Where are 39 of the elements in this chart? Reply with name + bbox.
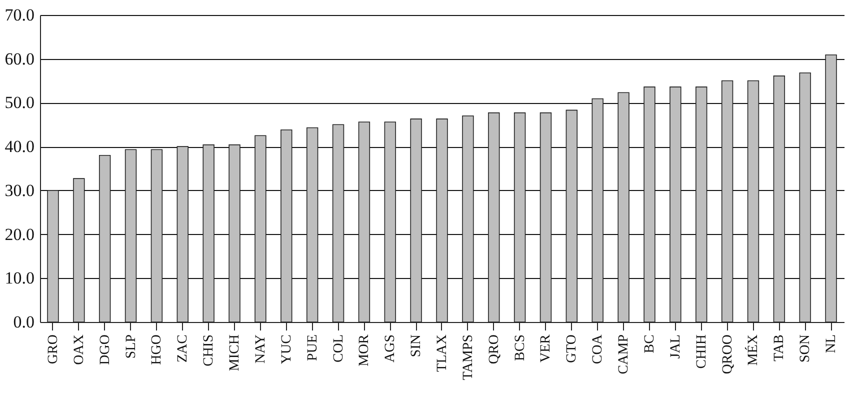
x-tick-label: COL — [331, 334, 346, 362]
x-tick-label: NAY — [253, 334, 268, 364]
x-tick-label: TAMPS — [460, 334, 476, 380]
y-tick-label: 10.0 — [4, 268, 34, 288]
y-tick-label: 20.0 — [4, 224, 34, 244]
x-tick-label: AGS — [383, 334, 398, 363]
x-tick-label: CHIH — [694, 334, 710, 369]
x-tick-label: BC — [642, 334, 658, 354]
x-tick-label: MICH — [228, 334, 243, 372]
x-tick-label: COA — [590, 334, 606, 364]
y-tick-label: 30.0 — [4, 180, 34, 200]
x-tick-label: SLP — [124, 334, 139, 359]
x-tick-label: VER — [538, 334, 554, 362]
x-tick-label: BCS — [512, 334, 528, 361]
x-tick-label: SON — [798, 334, 814, 363]
x-tick-label: CAMP — [616, 334, 632, 374]
y-tick-label: 0.0 — [13, 312, 34, 332]
x-tick-label: TLAX — [435, 334, 450, 372]
x-tick-label: OAX — [72, 334, 87, 365]
x-tick-label: QROO — [720, 334, 736, 374]
x-tick-label: MOR — [357, 334, 372, 366]
y-tick-label: 60.0 — [4, 49, 34, 68]
x-tick-label: ZAC — [176, 334, 191, 362]
x-tick-label: QRO — [486, 334, 502, 364]
x-tick-label: SIN — [409, 334, 424, 358]
x-tick-label: GTO — [564, 334, 580, 364]
y-tick-label: 50.0 — [4, 93, 34, 112]
x-tick-label: DGO — [98, 334, 113, 365]
y-tick-label: 40.0 — [4, 137, 34, 156]
x-tick-label: MÉX — [744, 334, 762, 366]
x-tick-label: NL — [824, 334, 840, 354]
x-tick-label: CHIS — [202, 334, 217, 366]
x-tick-label: GRO — [46, 334, 61, 364]
x-tick-label: YUC — [279, 334, 294, 364]
y-tick-label: 70.0 — [4, 6, 34, 24]
x-tick-label: JAL — [668, 334, 684, 359]
x-tick-label: HGO — [150, 334, 165, 365]
x-tick-label: TAB — [772, 334, 788, 362]
x-tick-label: PUE — [305, 334, 320, 361]
